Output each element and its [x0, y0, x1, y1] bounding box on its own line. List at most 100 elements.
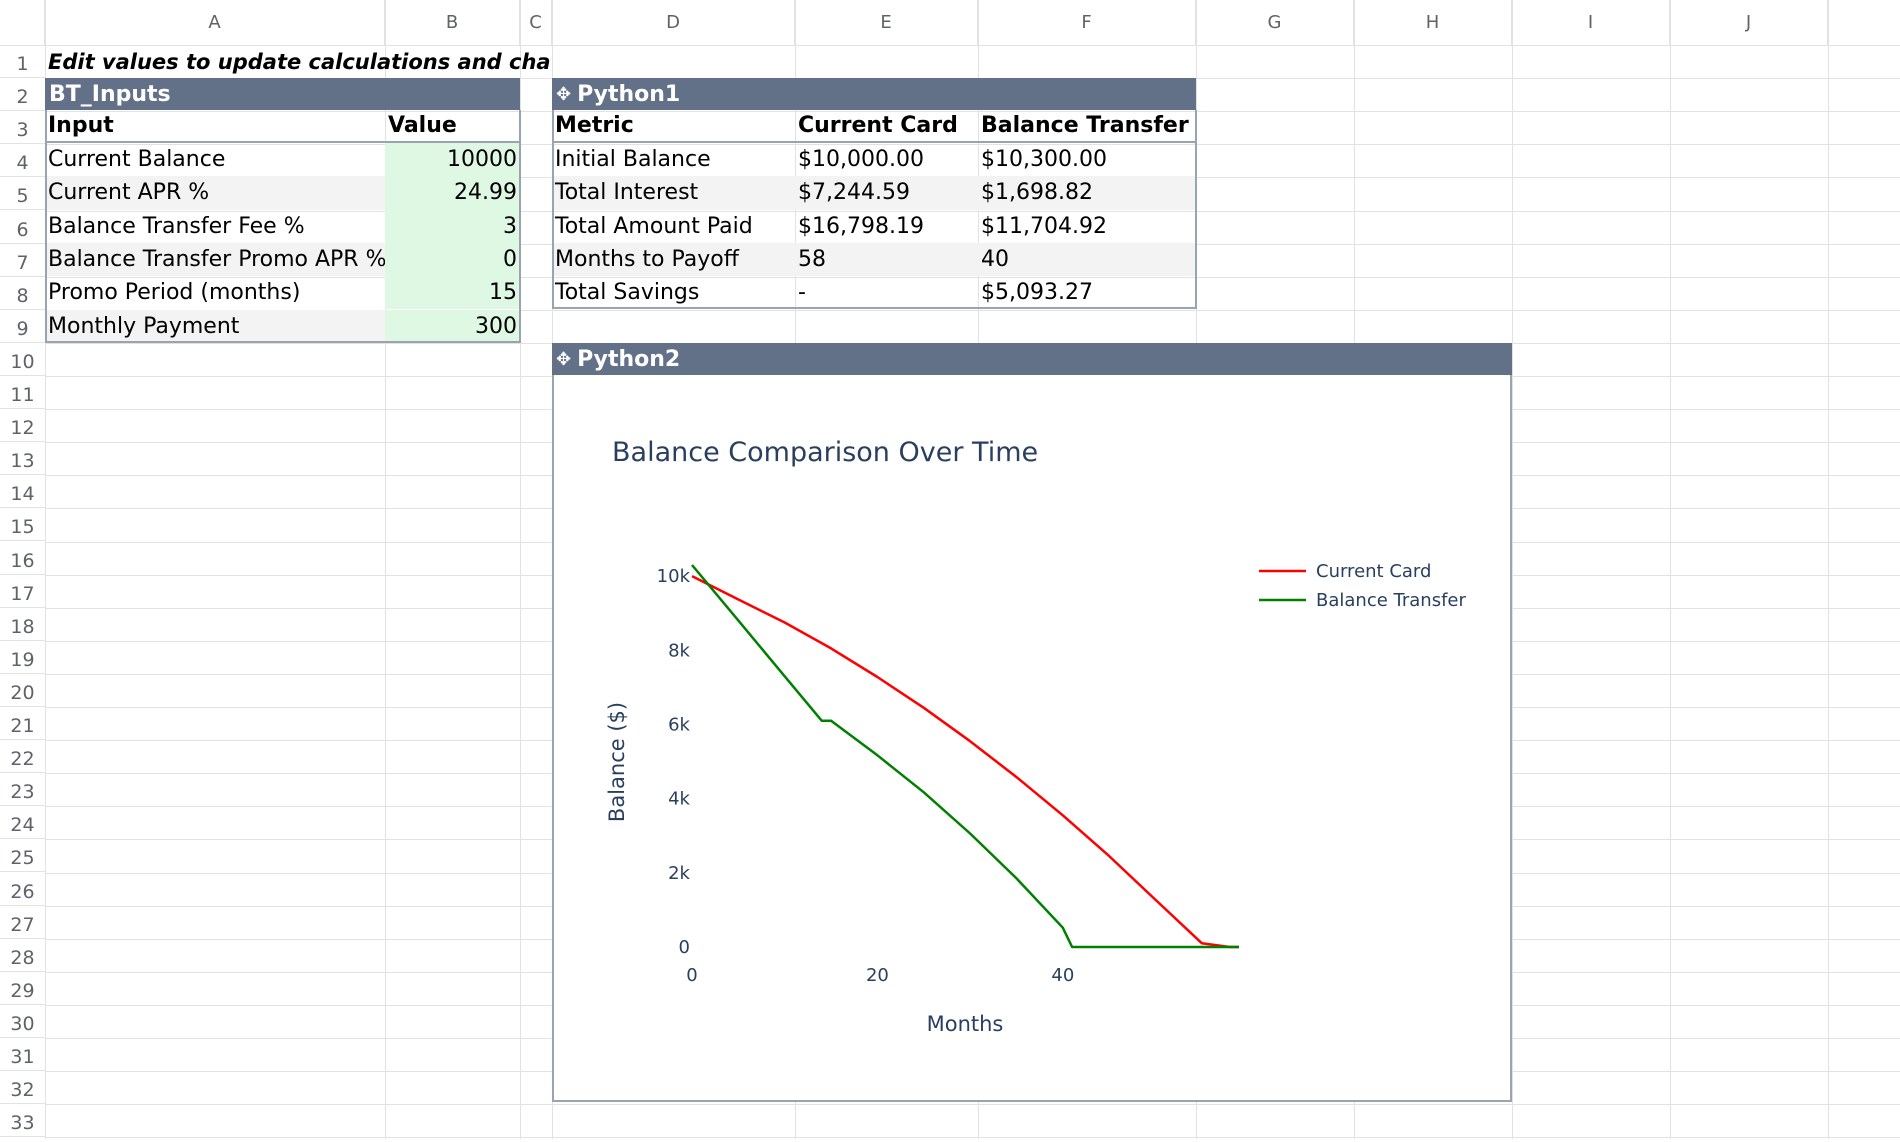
current-card-cell[interactable]: -	[798, 280, 806, 306]
column-gridline	[1828, 0, 1829, 1139]
row-header-13[interactable]: 13	[0, 442, 45, 476]
row-header-11[interactable]: 11	[0, 376, 45, 410]
row-header-6[interactable]: 6	[0, 210, 45, 244]
python1-title-label: Python1	[577, 81, 681, 107]
series-line-current-card	[691, 574, 1239, 949]
balance-transfer-cell[interactable]: 40	[978, 242, 1196, 277]
input-value[interactable]: 15	[385, 276, 520, 310]
input-value[interactable]: 3	[385, 209, 520, 243]
metric-cell[interactable]: Total Savings	[555, 280, 700, 306]
python1-header-metric[interactable]: Metric	[552, 110, 795, 143]
python-icon: ✥	[556, 348, 572, 370]
python2-title[interactable]: ✥ Python2	[552, 343, 1512, 375]
row-header-18[interactable]: 18	[0, 607, 45, 641]
row-header-23[interactable]: 23	[0, 773, 45, 807]
input-value[interactable]: 300	[385, 309, 520, 343]
row-header-4[interactable]: 4	[0, 144, 45, 178]
inputs-table-title[interactable]: BT_Inputs	[45, 78, 520, 110]
row-header-3[interactable]: 3	[0, 111, 45, 145]
row-header-25[interactable]: 25	[0, 839, 45, 873]
python1-title[interactable]: ✥ Python1	[552, 78, 1196, 110]
row-gridline	[45, 1137, 1900, 1139]
python-icon: ✥	[556, 83, 572, 105]
column-header-d[interactable]: D	[552, 0, 795, 45]
row-header-1[interactable]: 1	[0, 45, 45, 79]
row-header-2[interactable]: 2	[0, 78, 45, 112]
row-header-26[interactable]: 26	[0, 872, 45, 906]
current-card-cell[interactable]: $16,798.19	[798, 213, 924, 239]
row-header-15[interactable]: 15	[0, 508, 45, 542]
balance-transfer-cell[interactable]: $5,093.27	[981, 280, 1093, 306]
metric-cell[interactable]: Total Amount Paid	[555, 213, 753, 239]
column-gridline	[520, 0, 521, 1139]
x-tick-label: 0	[686, 965, 697, 986]
row-header-28[interactable]: 28	[0, 938, 45, 972]
row-header-32[interactable]: 32	[0, 1071, 45, 1105]
column-header-b[interactable]: B	[385, 0, 520, 45]
chart-container[interactable]: Balance Comparison Over Time Months Balanc…	[552, 375, 1512, 1102]
row-header-7[interactable]: 7	[0, 243, 45, 277]
row-gridline	[45, 276, 1900, 278]
y-axis-label: Balance ($)	[605, 702, 629, 822]
y-tick-label: 4k	[668, 789, 690, 810]
row-header-29[interactable]: 29	[0, 971, 45, 1005]
input-label[interactable]: Balance Transfer Promo APR %	[45, 242, 385, 277]
inputs-header-value[interactable]: Value	[385, 110, 520, 143]
row-header-20[interactable]: 20	[0, 673, 45, 707]
input-value[interactable]: 0	[385, 242, 520, 277]
metric-cell[interactable]: Months to Payoff	[552, 242, 795, 277]
column-gridline	[1512, 0, 1513, 1139]
row-header-31[interactable]: 31	[0, 1038, 45, 1072]
balance-transfer-cell[interactable]: $1,698.82	[978, 176, 1196, 210]
python1-header-transfer[interactable]: Balance Transfer	[978, 110, 1196, 143]
row-gridline	[45, 111, 1900, 113]
row-header-21[interactable]: 21	[0, 707, 45, 741]
column-header-e[interactable]: E	[795, 0, 978, 45]
row-header-27[interactable]: 27	[0, 905, 45, 939]
row-header-33[interactable]: 33	[0, 1104, 45, 1138]
row-header-12[interactable]: 12	[0, 409, 45, 443]
row-header-8[interactable]: 8	[0, 276, 45, 310]
current-card-cell[interactable]: $7,244.59	[795, 176, 978, 210]
balance-transfer-cell[interactable]: $10,300.00	[981, 147, 1107, 173]
column-header-h[interactable]: H	[1354, 0, 1512, 45]
row-header-14[interactable]: 14	[0, 475, 45, 509]
y-tick-label: 2k	[668, 863, 690, 884]
inputs-header-input[interactable]: Input	[45, 110, 385, 143]
input-value[interactable]: 10000	[385, 143, 520, 177]
current-card-cell[interactable]: $10,000.00	[798, 147, 924, 173]
row-header-22[interactable]: 22	[0, 740, 45, 774]
y-tick-label: 10k	[657, 566, 691, 587]
column-header-a[interactable]: A	[45, 0, 385, 45]
row-gridline	[45, 144, 1900, 146]
input-label[interactable]: Promo Period (months)	[48, 280, 301, 306]
column-header-g[interactable]: G	[1196, 0, 1354, 45]
column-header-c[interactable]: C	[520, 0, 552, 45]
python1-header-current[interactable]: Current Card	[795, 110, 978, 143]
input-value[interactable]: 24.99	[385, 176, 520, 210]
column-header-i[interactable]: I	[1512, 0, 1670, 45]
column-header-f[interactable]: F	[978, 0, 1196, 45]
row-header-9[interactable]: 9	[0, 309, 45, 343]
row-header-19[interactable]: 19	[0, 640, 45, 674]
select-all-corner[interactable]	[0, 0, 45, 45]
column-header-j[interactable]: J	[1670, 0, 1828, 45]
row-header-30[interactable]: 30	[0, 1004, 45, 1038]
metric-cell[interactable]: Initial Balance	[555, 147, 711, 173]
current-card-cell[interactable]: 58	[795, 242, 978, 277]
row-header-24[interactable]: 24	[0, 806, 45, 840]
row-header-5[interactable]: 5	[0, 177, 45, 211]
balance-transfer-cell[interactable]: $11,704.92	[981, 213, 1107, 239]
row-header-10[interactable]: 10	[0, 342, 45, 376]
row-header-16[interactable]: 16	[0, 541, 45, 575]
balance-chart: Balance Comparison Over Time Months Balanc…	[605, 437, 1466, 1036]
input-label[interactable]: Balance Transfer Fee %	[48, 213, 305, 239]
python2-title-label: Python2	[577, 346, 681, 372]
input-label[interactable]: Current APR %	[45, 176, 385, 210]
metric-cell[interactable]: Total Interest	[552, 176, 795, 210]
input-label[interactable]: Monthly Payment	[45, 309, 385, 343]
input-label[interactable]: Current Balance	[48, 147, 226, 173]
row-gridline	[45, 210, 1900, 212]
row-header-17[interactable]: 17	[0, 574, 45, 608]
note-cell[interactable]: Edit values to update calculations and c…	[48, 49, 550, 74]
